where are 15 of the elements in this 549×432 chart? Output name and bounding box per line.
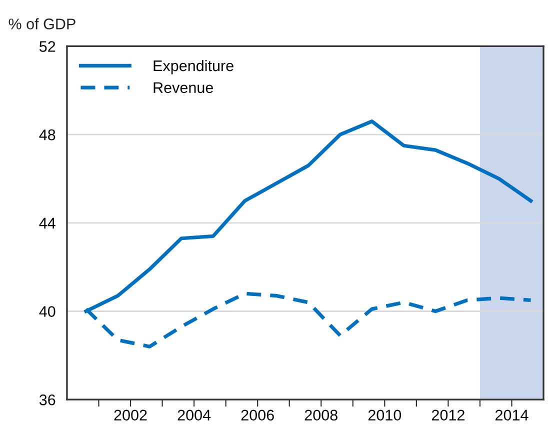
x-tick-label: 2008 [304,410,338,421]
x-tick-label: 2014 [496,410,528,421]
x-tick-label: 2004 [178,410,211,421]
y-tick-label: 36 [39,394,56,406]
x-tick-label: 2010 [368,410,402,421]
legend-label: Revenue [154,82,214,94]
x-tick-label: 2002 [114,410,147,421]
y-tick-label: 44 [39,218,56,228]
y-tick-label: 40 [39,306,56,317]
legend-label: Expenditure [154,60,234,74]
x-tick-label: 2006 [241,410,274,421]
y-tick-label: 52 [39,41,56,52]
y-axis-title: % of GDP [8,18,76,30]
x-tick-label: 2012 [432,410,464,421]
y-tick-label: 48 [39,129,56,140]
